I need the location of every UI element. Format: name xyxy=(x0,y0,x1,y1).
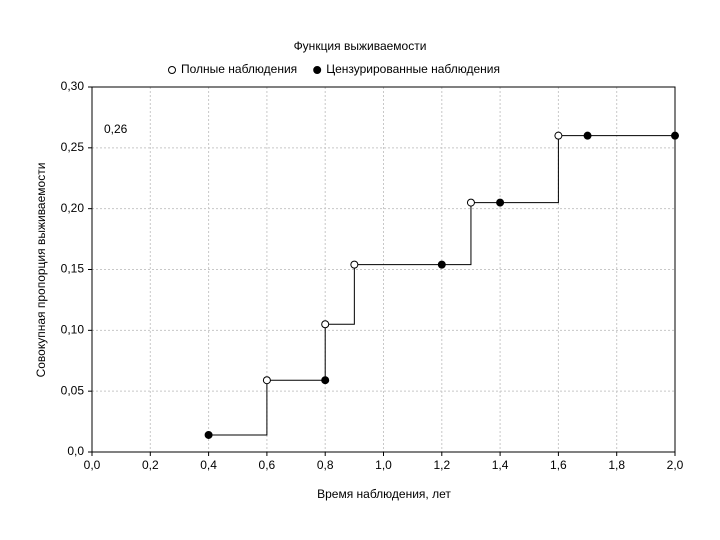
y-tick-label: 0,15 xyxy=(61,262,85,276)
x-tick-label: 1,8 xyxy=(608,458,625,472)
y-axis-label: Совокупная пропорция выживаемости xyxy=(34,163,48,378)
data-point xyxy=(321,320,330,329)
data-point xyxy=(466,198,475,207)
legend-marker xyxy=(168,66,176,74)
x-tick-label: 0,0 xyxy=(84,458,101,472)
x-tick-label: 0,8 xyxy=(317,458,334,472)
x-tick-label: 0,4 xyxy=(200,458,217,472)
x-tick-label: 1,0 xyxy=(375,458,392,472)
data-point xyxy=(350,260,359,269)
y-tick-label: 0,25 xyxy=(61,140,85,154)
data-point xyxy=(496,198,505,207)
y-tick-label: 0,05 xyxy=(61,383,85,397)
chart-title: Функция выживаемости xyxy=(294,39,427,53)
y-tick-label: 0,10 xyxy=(61,323,85,337)
x-tick-label: 1,2 xyxy=(433,458,450,472)
data-point xyxy=(583,131,592,140)
y-tick-label: 0,30 xyxy=(61,79,85,93)
data-point xyxy=(262,376,271,385)
y-tick-label: 0,0 xyxy=(67,444,84,458)
x-tick-label: 1,6 xyxy=(550,458,567,472)
annotation: 0,26 xyxy=(104,122,128,136)
x-tick-label: 2,0 xyxy=(667,458,684,472)
x-tick-label: 0,2 xyxy=(142,458,159,472)
data-point xyxy=(554,131,563,140)
legend-marker xyxy=(313,66,322,74)
x-tick-label: 1,4 xyxy=(492,458,509,472)
data-point xyxy=(321,376,330,385)
legend-label: Цензурированные наблюдения xyxy=(326,62,500,76)
data-point xyxy=(437,260,446,269)
data-point xyxy=(204,430,213,439)
x-tick-label: 0,6 xyxy=(259,458,276,472)
data-point xyxy=(671,131,679,140)
step-line xyxy=(208,135,675,436)
y-tick-label: 0,20 xyxy=(61,201,85,215)
legend-label: Полные наблюдения xyxy=(181,62,297,76)
plot-frame xyxy=(91,86,676,453)
x-axis-label: Время наблюдения, лет xyxy=(317,487,451,501)
